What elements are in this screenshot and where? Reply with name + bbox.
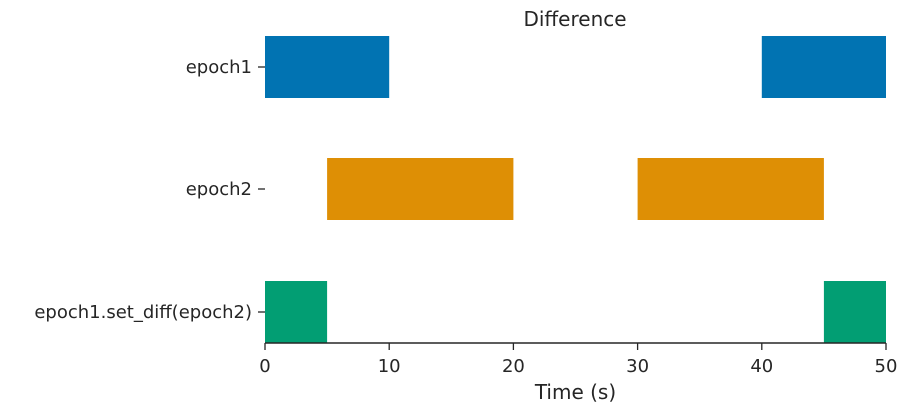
y-axis: epoch1 epoch2 epoch1.set_diff(epoch2) [34,57,265,323]
bar-epoch2-1 [637,158,824,220]
bars-layer [265,36,886,343]
chart-title: Difference [523,7,626,31]
bar-epoch1-set-diff-epoch2--0 [265,281,328,343]
x-tick-label: 40 [750,356,773,377]
y-tick-label: epoch1.set_diff(epoch2) [34,302,252,323]
x-tick-label: 20 [502,356,525,377]
y-tick-label: epoch2 [186,179,252,200]
x-tick-label: 50 [875,356,898,377]
bar-epoch1-1 [761,36,886,98]
x-axis: 0 10 20 30 40 50 [259,342,898,377]
bar-epoch1-set-diff-epoch2--1 [823,281,886,343]
x-tick-label: 10 [378,356,401,377]
x-tick-label: 30 [626,356,649,377]
y-tick-label: epoch1 [186,57,252,78]
x-tick-label: 0 [259,356,270,377]
bar-epoch2-0 [327,158,514,220]
bar-epoch1-0 [265,36,390,98]
x-axis-label: Time (s) [534,380,616,404]
